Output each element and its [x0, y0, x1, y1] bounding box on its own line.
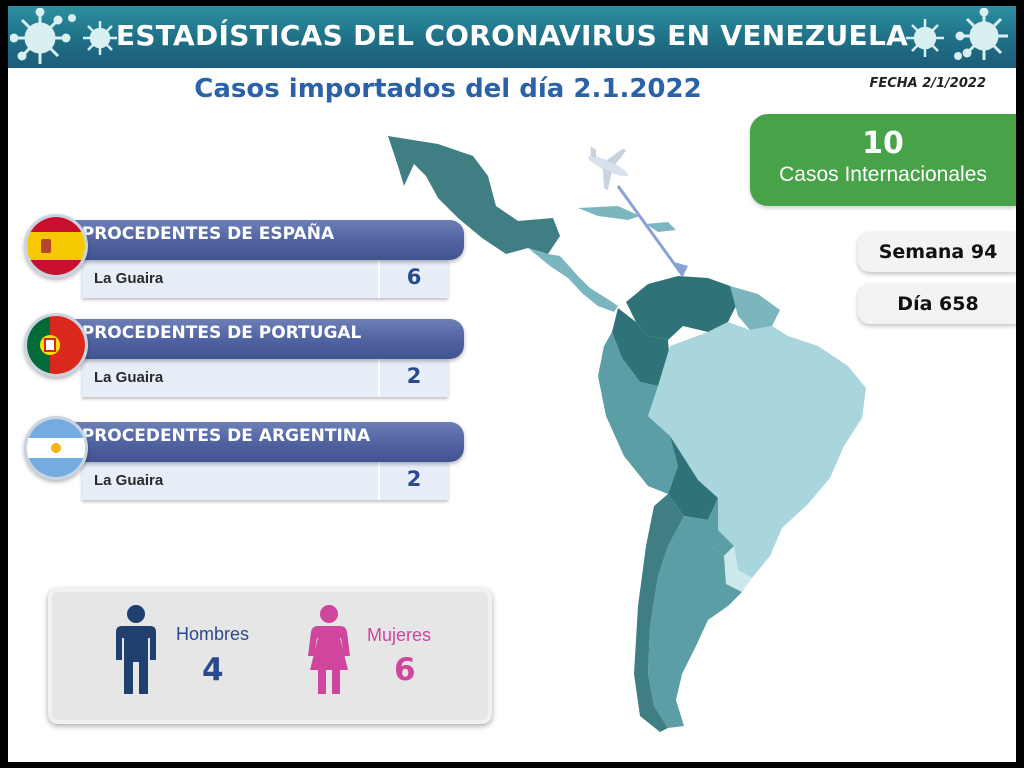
chile-region — [634, 494, 684, 732]
place-label: La Guaira — [94, 369, 164, 386]
mexico-region — [388, 136, 560, 254]
brazil-region — [648, 322, 866, 578]
argentina-region — [648, 516, 742, 728]
place-count: 6 — [406, 265, 422, 289]
guianas-region — [730, 286, 780, 330]
virus-icon — [954, 8, 1008, 60]
place-label: La Guaira — [94, 270, 164, 287]
week-badge: Semana 94 — [858, 232, 1016, 272]
international-count: 10 — [862, 126, 904, 161]
place-label: La Guaira — [94, 472, 164, 489]
country-title: 6 PROCEDENTES DE ESPAÑA — [64, 224, 335, 244]
women-label: Mujeres — [367, 625, 432, 645]
country-title: 2 PROCEDENTES DE PORTUGAL — [64, 323, 362, 343]
women-count: 6 — [394, 652, 416, 688]
peru-region — [598, 332, 678, 494]
virus-icon — [83, 21, 117, 55]
hispaniola-island — [646, 222, 676, 232]
argentina-flag-icon — [24, 416, 88, 480]
flight-arrow — [616, 185, 685, 277]
central-america-region — [528, 248, 618, 312]
men-label: Hombres — [176, 624, 250, 644]
date-label: FECHA 2/1/2022 — [869, 76, 986, 91]
country-card-argentina: 2 PROCEDENTES DE ARGENTINA La Guaira 2 — [18, 416, 468, 506]
header-title: ESTADÍSTICAS DEL CORONAVIRUS EN VENEZUEL… — [115, 19, 909, 52]
table-row: La Guaira 2 — [82, 462, 448, 500]
infographic: ESTADÍSTICAS DEL CORONAVIRUS EN VENEZUEL… — [8, 6, 1016, 762]
venezuela-region — [626, 276, 738, 340]
spain-flag-icon — [24, 214, 88, 278]
uruguay-region — [724, 546, 752, 592]
cuba-island — [578, 206, 640, 220]
country-bar — [54, 319, 464, 359]
day-badge: Día 658 — [858, 284, 1016, 324]
header-banner: ESTADÍSTICAS DEL CORONAVIRUS EN VENEZUEL… — [8, 6, 1016, 68]
table-row: La Guaira 2 — [82, 359, 448, 397]
country-card-portugal: 2 PROCEDENTES DE PORTUGAL La Guaira 2 — [18, 313, 468, 403]
country-title: 2 PROCEDENTES DE ARGENTINA — [64, 426, 371, 446]
country-bar — [54, 422, 464, 462]
international-cases-box: 10 Casos Internacionales — [750, 114, 1016, 206]
portugal-flag-icon — [24, 313, 88, 377]
latin-america-map — [388, 136, 866, 732]
airplane-icon — [587, 146, 629, 191]
table-row: La Guaira 6 — [82, 260, 448, 298]
gender-summary: Hombres 4 Mujeres 6 — [48, 588, 492, 724]
men-count: 4 — [202, 652, 224, 688]
paraguay-region — [708, 498, 734, 556]
place-count: 2 — [406, 467, 422, 491]
place-count: 2 — [406, 364, 422, 388]
page-subtitle: Casos importados del día 2.1.2022 — [194, 74, 702, 104]
virus-icon — [10, 8, 76, 64]
international-label: Casos Internacionales — [779, 163, 987, 186]
man-icon — [116, 605, 156, 694]
woman-icon — [308, 605, 350, 694]
bolivia-region — [668, 436, 718, 520]
country-bar — [54, 220, 464, 260]
colombia-region — [612, 308, 670, 386]
virus-icon — [906, 19, 944, 57]
country-card-spain: 6 PROCEDENTES DE ESPAÑA La Guaira 6 — [18, 214, 468, 304]
